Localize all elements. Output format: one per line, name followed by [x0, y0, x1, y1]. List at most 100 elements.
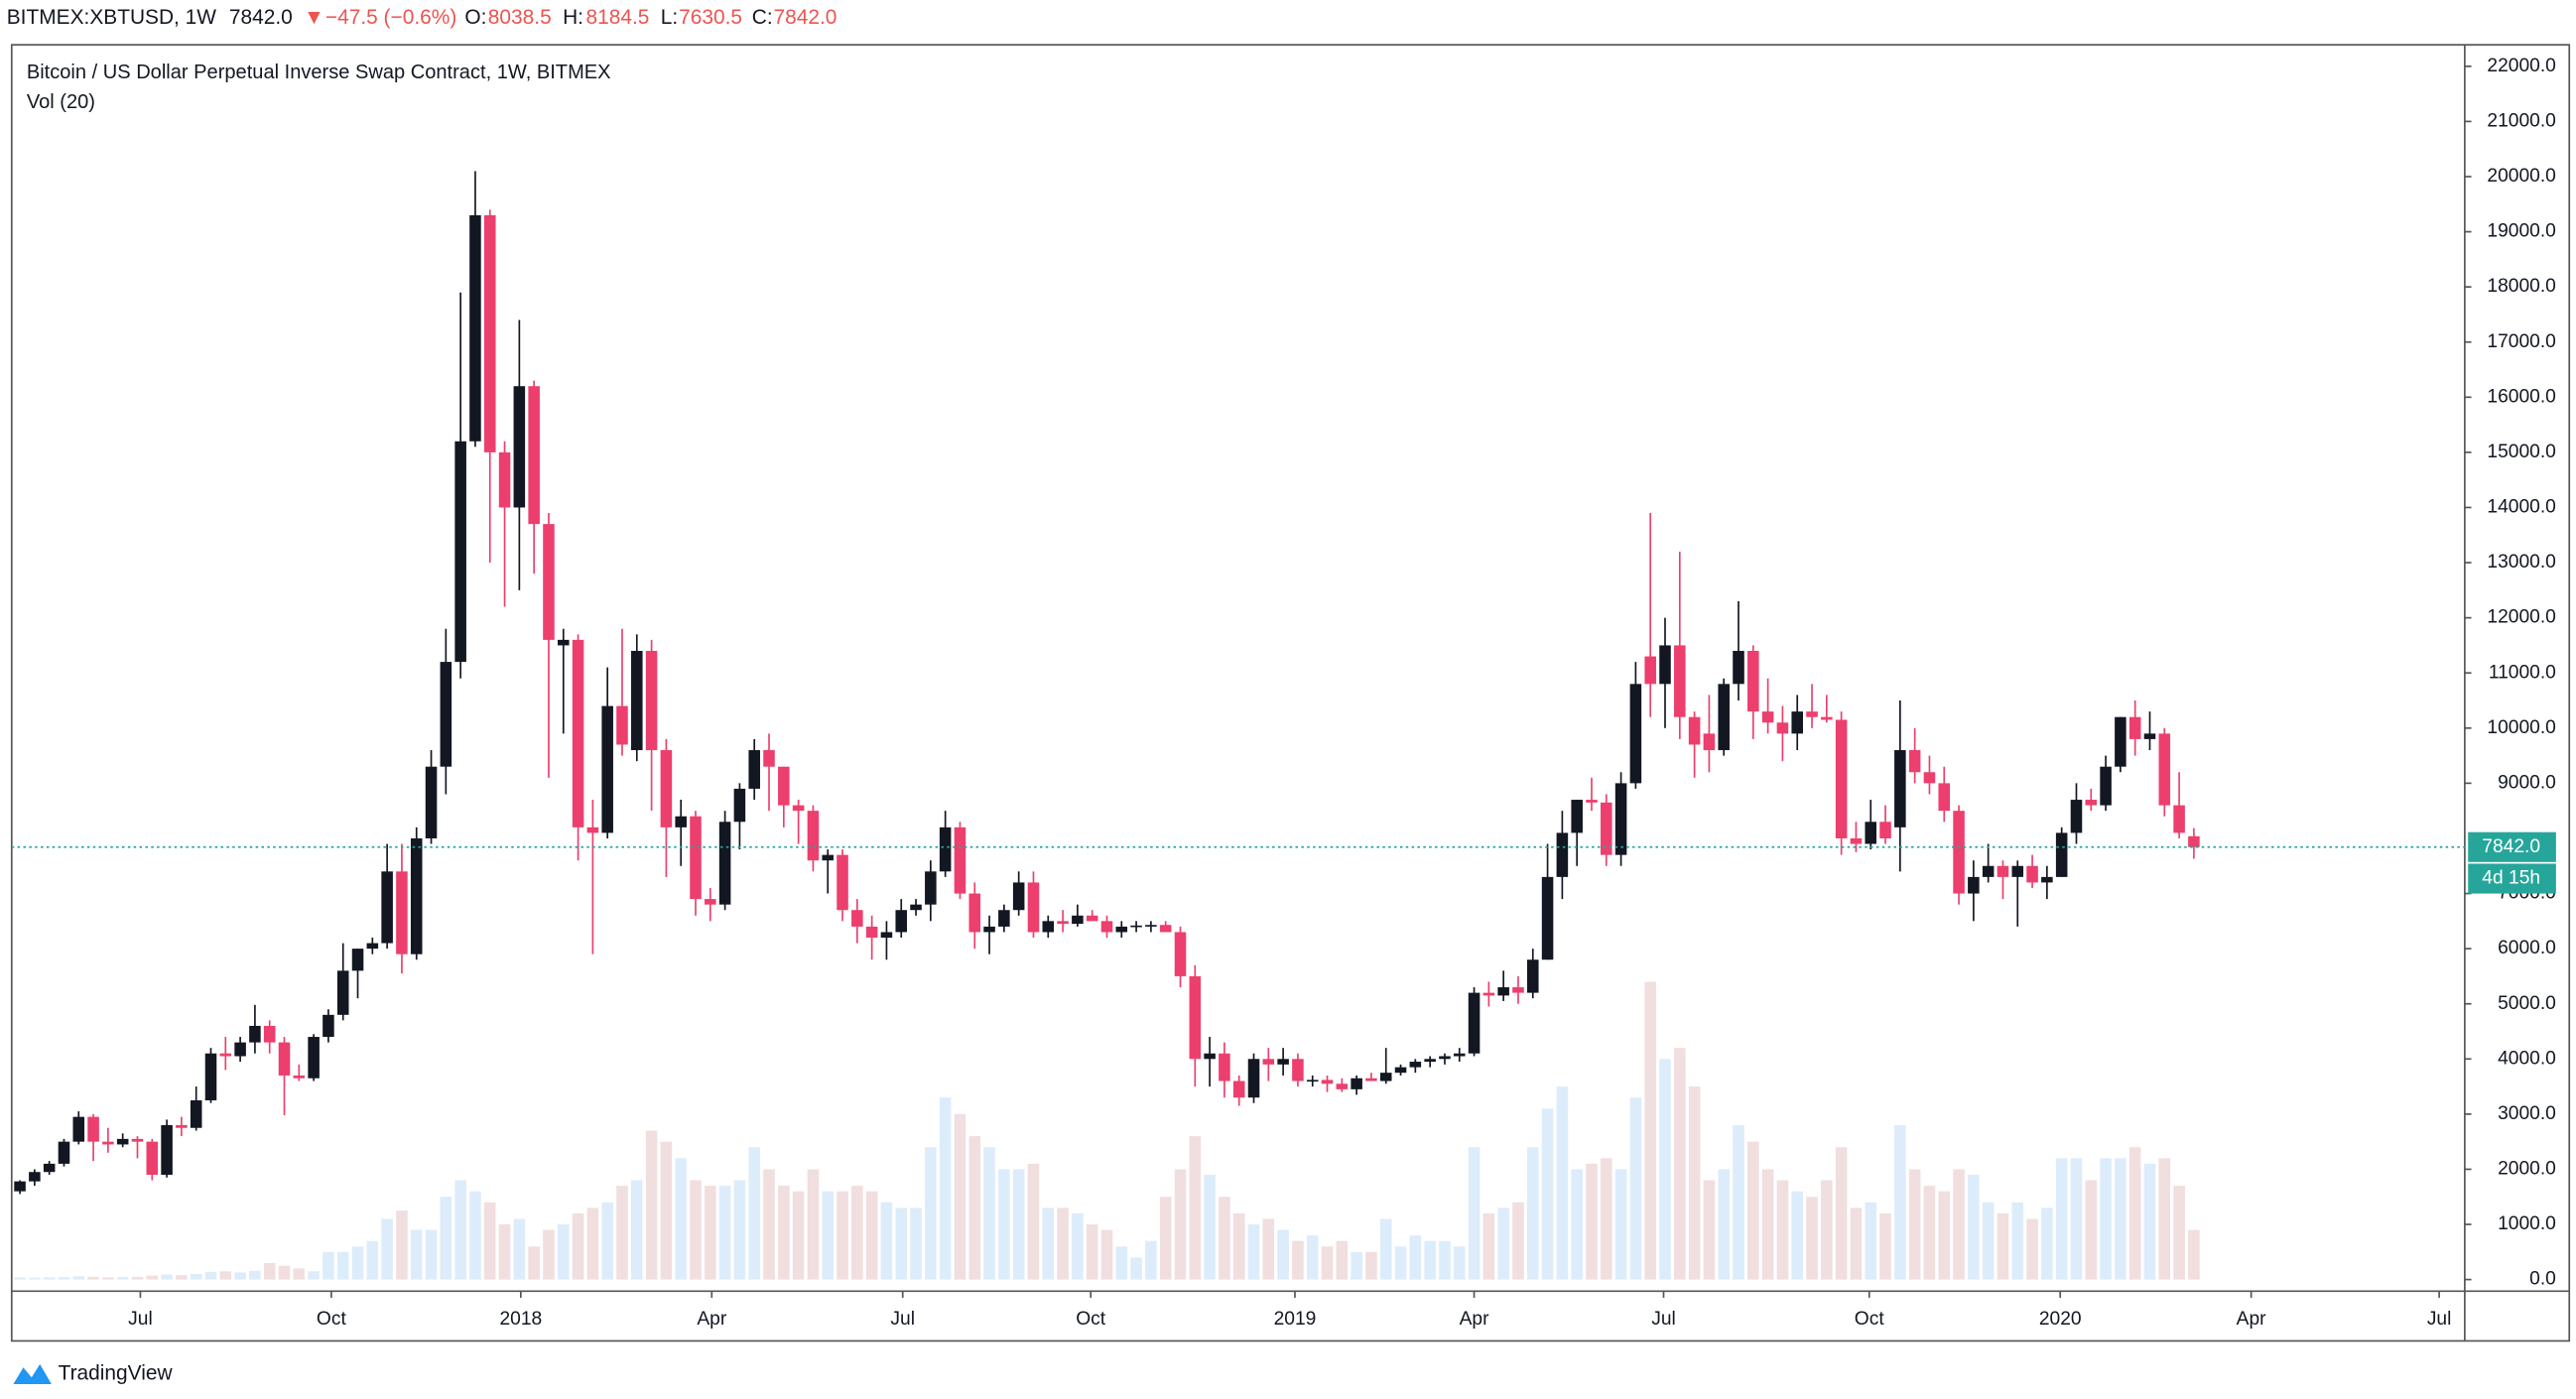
y-tick-label: 14000.0: [2487, 497, 2555, 518]
volume-bar: [1850, 1208, 1863, 1280]
candle-body: [1982, 865, 1995, 877]
candle-body: [1336, 1083, 1349, 1089]
volume-bar: [146, 1275, 159, 1280]
volume-bar: [1747, 1141, 1759, 1280]
candle-body: [660, 750, 673, 827]
candle-body: [2158, 733, 2171, 806]
candle-body: [718, 822, 731, 905]
candle-body: [983, 926, 995, 933]
candle-body: [29, 1172, 41, 1182]
candle-body: [675, 816, 687, 827]
open-label: O:: [464, 6, 486, 29]
volume-bar: [204, 1271, 217, 1280]
volume-bar: [1761, 1169, 1774, 1280]
candle-body: [1996, 865, 2009, 877]
candle-body: [116, 1138, 129, 1145]
volume-bar: [161, 1274, 173, 1280]
axes-layer: 0.0 1000.0 2000.0 3000.0 4000.0 5000.0 6000.0 7…: [11, 56, 2556, 1330]
x-tick-label: 2018: [499, 1309, 542, 1330]
candle-body: [1072, 915, 1084, 925]
volume-bar: [1629, 1097, 1642, 1280]
candle-layer: [14, 171, 2200, 1195]
open-value: 8038.5: [488, 6, 552, 29]
volume-bar: [1174, 1169, 1187, 1280]
candle-body: [440, 662, 452, 767]
y-tick-label: 1000.0: [2498, 1213, 2556, 1234]
candle-body: [1894, 750, 1906, 827]
volume-bar: [1145, 1240, 1157, 1280]
volume-bar: [454, 1180, 466, 1280]
candle-body: [851, 910, 863, 927]
candle-body: [2173, 805, 2185, 833]
candle-body: [1614, 783, 1627, 855]
y-tick-label: 12000.0: [2487, 607, 2555, 628]
candle-body: [498, 451, 511, 508]
brand-logo: [13, 1363, 52, 1384]
y-tick-label: 9000.0: [2498, 772, 2556, 793]
volume-bar: [1232, 1212, 1245, 1280]
candle-body: [645, 650, 658, 751]
volume-bar: [1409, 1235, 1422, 1280]
candle-body: [616, 705, 628, 745]
volume-bar: [660, 1141, 673, 1280]
volume-bar: [2070, 1158, 2083, 1280]
volume-bar: [807, 1169, 820, 1280]
volume-bar: [278, 1265, 291, 1280]
candle-body: [1277, 1059, 1289, 1065]
candle-body: [102, 1141, 114, 1145]
candle-body: [1629, 684, 1642, 784]
candle-body: [1453, 1053, 1466, 1057]
y-tick-label: 10000.0: [2487, 717, 2555, 738]
y-tick-label: 0.0: [2529, 1269, 2556, 1290]
candle-body: [822, 854, 834, 861]
candle-body: [1321, 1080, 1334, 1084]
volume-bar: [763, 1169, 775, 1280]
candle-body: [2115, 716, 2126, 767]
candle-body: [1806, 711, 1818, 717]
candle-body: [1879, 822, 1891, 838]
candle-body: [58, 1141, 70, 1164]
volume-bar: [1262, 1218, 1275, 1280]
volume-bar: [366, 1240, 379, 1280]
candle-body: [1541, 876, 1554, 960]
volume-bar: [1189, 1136, 1202, 1280]
x-tick-label: Apr: [1460, 1309, 1490, 1330]
candle-body: [1776, 722, 1789, 734]
candle-body: [1761, 711, 1774, 723]
candle-body: [1057, 921, 1069, 925]
volume-bar: [837, 1191, 848, 1280]
volume-bar: [954, 1113, 966, 1280]
x-tick-label: Apr: [2237, 1309, 2267, 1330]
volume-label: Vol (20): [27, 91, 95, 113]
candle-body: [161, 1124, 173, 1176]
candle-body: [528, 386, 540, 525]
logo-shape: [13, 1363, 52, 1384]
candle-body: [1247, 1059, 1260, 1098]
candle-body: [733, 788, 746, 823]
candle-body: [586, 827, 599, 833]
candle-body: [2041, 876, 2053, 883]
volume-bar: [895, 1208, 908, 1280]
volume-bar: [1321, 1246, 1334, 1280]
price-badge-label: 7842.0: [2482, 836, 2540, 857]
candle-body: [2070, 800, 2083, 833]
volume-bar: [1923, 1186, 1936, 1280]
volume-bar: [1908, 1169, 1921, 1280]
volume-bar: [1586, 1163, 1598, 1280]
volume-bar: [733, 1180, 746, 1280]
volume-bar: [14, 1277, 26, 1280]
y-tick-label: 17000.0: [2487, 331, 2555, 352]
volume-bar: [1468, 1147, 1481, 1280]
y-tick-label: 19000.0: [2487, 221, 2555, 242]
volume-bar: [1894, 1124, 1906, 1280]
candle-body: [1262, 1059, 1275, 1065]
candle-body: [998, 910, 1010, 927]
candle-body: [2055, 832, 2068, 877]
volume-bar: [1512, 1202, 1524, 1280]
volume-bar: [176, 1275, 188, 1280]
volume-bar: [1659, 1059, 1671, 1280]
y-tick-label: 3000.0: [2498, 1103, 2556, 1124]
volume-bar: [469, 1191, 481, 1280]
candle-body: [146, 1141, 159, 1176]
volume-layer: [14, 981, 2200, 1280]
